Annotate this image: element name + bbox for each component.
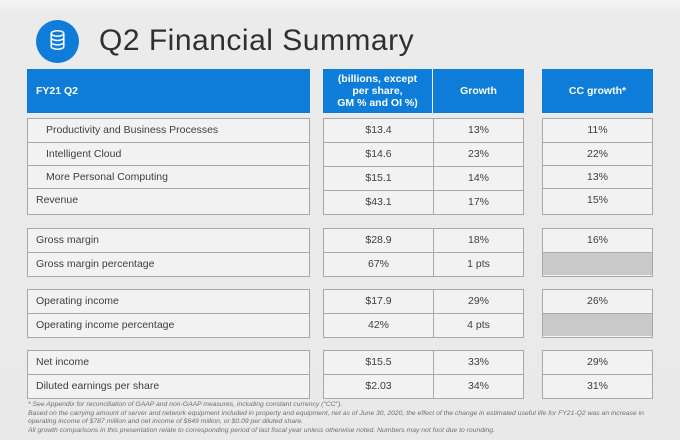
cc-growth-value: 29% xyxy=(586,356,608,368)
cc-growth-empty-cell xyxy=(543,313,652,336)
metric-value: $28.9 xyxy=(324,229,434,252)
growth-value: 17% xyxy=(467,196,489,208)
header-period: FY21 Q2 xyxy=(27,69,310,113)
cc-growth-value: 16% xyxy=(586,234,608,246)
row-label: Gross margin xyxy=(36,234,100,246)
growth-value: 13% xyxy=(467,124,489,136)
cc-column-box: 11% 22% 13% 15% xyxy=(542,118,653,215)
row-label: Operating income xyxy=(36,295,119,307)
header-cc-growth: CC growth* xyxy=(542,69,653,113)
footnote-line: * See Appendix for reconciliation of GAA… xyxy=(28,401,343,408)
growth-value: 18% xyxy=(467,234,489,246)
cc-growth-value: 31% xyxy=(543,374,652,397)
footnote-line: operating income of $787 million and net… xyxy=(28,418,304,426)
growth-value: 33% xyxy=(467,356,489,368)
label-column-box: Net income Diluted earnings per share xyxy=(27,350,310,399)
table-row: $13.4 13% xyxy=(324,119,523,142)
row-label: Productivity and Business Processes xyxy=(46,124,219,136)
values-column-box: $13.4 13% $14.6 23% $15.1 14% $43.1 17% xyxy=(323,118,524,215)
coins-icon xyxy=(36,20,79,63)
metric-value: $43.1 xyxy=(324,191,434,214)
metric-value: $15.1 xyxy=(324,167,434,190)
header-growth: Growth xyxy=(460,85,497,97)
table-row: $28.9 18% xyxy=(324,229,523,252)
cc-column-box: 16% xyxy=(542,228,653,277)
metric-value: $2.03 xyxy=(324,375,434,398)
cc-growth-value: 26% xyxy=(586,295,608,307)
row-label: Net income xyxy=(36,356,90,368)
cc-column-box: 26% xyxy=(542,289,653,338)
table-row: 67% 1 pts xyxy=(324,252,523,276)
row-label: More Personal Computing xyxy=(28,165,309,188)
table-row: $15.1 14% xyxy=(324,166,523,190)
table-header: FY21 Q2 (billions, except per share, GM … xyxy=(0,69,680,113)
label-column-box: Operating income Operating income percen… xyxy=(27,289,310,338)
growth-value: 14% xyxy=(467,172,489,184)
row-label: Gross margin percentage xyxy=(28,252,309,275)
header-units-line: GM % and OI %) xyxy=(337,97,418,109)
metric-value: $17.9 xyxy=(324,290,434,313)
table-row: $2.03 34% xyxy=(324,374,523,398)
table-row: 42% 4 pts xyxy=(324,313,523,337)
footnote-line: All growth comparisons in this presentat… xyxy=(28,426,495,434)
row-label: Diluted earnings per share xyxy=(28,374,309,397)
growth-value: 23% xyxy=(467,148,489,160)
header-units-line: (billions, except xyxy=(337,73,418,85)
growth-value: 29% xyxy=(467,295,489,307)
page-title: Q2 Financial Summary xyxy=(99,24,415,57)
table-row: $15.5 33% xyxy=(324,351,523,374)
values-column-box: $15.5 33% $2.03 34% xyxy=(323,350,524,399)
values-column-box: $28.9 18% 67% 1 pts xyxy=(323,228,524,277)
cc-growth-value: 13% xyxy=(543,165,652,188)
cc-growth-value: 22% xyxy=(543,142,652,165)
row-label: Revenue xyxy=(28,188,309,211)
header-units: (billions, except per share, GM % and OI… xyxy=(323,69,433,113)
cc-column-box: 29% 31% xyxy=(542,350,653,399)
footnote-line: Based on the carrying amount of server a… xyxy=(28,409,644,417)
label-column-box: Productivity and Business Processes Inte… xyxy=(27,118,310,215)
cc-growth-value: 11% xyxy=(587,124,608,136)
growth-value: 34% xyxy=(467,380,489,392)
row-label: Operating income percentage xyxy=(28,313,309,336)
table-row: $14.6 23% xyxy=(324,142,523,166)
label-column-box: Gross margin Gross margin percentage xyxy=(27,228,310,277)
row-label: Intelligent Cloud xyxy=(28,142,309,165)
table-row: $17.9 29% xyxy=(324,290,523,313)
header-units-line: per share, xyxy=(352,85,403,97)
footnotes: * See Appendix for reconciliation of GAA… xyxy=(28,401,668,435)
metric-value: 42% xyxy=(324,314,434,337)
values-column-box: $17.9 29% 42% 4 pts xyxy=(323,289,524,338)
table-row: $43.1 17% xyxy=(324,190,523,214)
metric-value: $13.4 xyxy=(324,119,434,142)
growth-value: 4 pts xyxy=(467,319,490,331)
metric-value: $14.6 xyxy=(324,143,434,166)
metric-value: $15.5 xyxy=(324,351,434,374)
cc-growth-value: 15% xyxy=(543,188,652,211)
growth-value: 1 pts xyxy=(467,258,490,270)
metric-value: 67% xyxy=(324,253,434,276)
header-values-block: (billions, except per share, GM % and OI… xyxy=(323,69,524,113)
cc-growth-empty-cell xyxy=(543,252,652,275)
